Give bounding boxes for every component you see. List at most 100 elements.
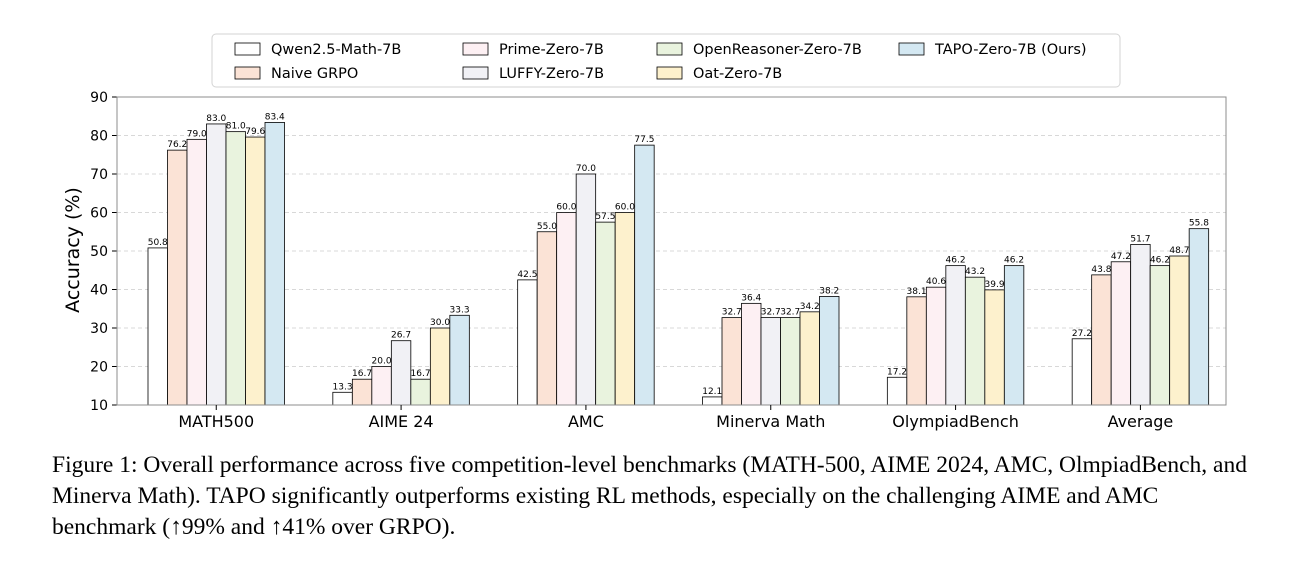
bar: [351, 378, 373, 406]
data-label: 60.0: [556, 203, 576, 213]
bar: [702, 396, 723, 406]
bar: [964, 276, 986, 406]
legend-entry: Naive GRPO: [271, 66, 358, 82]
y-tick-label: 30: [90, 321, 108, 337]
bar: [575, 173, 597, 406]
bar: [556, 212, 577, 406]
bar: [886, 376, 908, 406]
data-label: 55.0: [537, 222, 557, 232]
data-label: 60.0: [615, 203, 635, 213]
bar: [1149, 265, 1171, 406]
legend-entry: Prime-Zero-7B: [499, 42, 604, 58]
bar: [186, 138, 207, 406]
bars: [147, 122, 1210, 406]
bar-chart: 10 20 30 40 50 60 70 80 90 MATH500 AIME 24 AMC Miner…: [62, 33, 1227, 431]
bar: [634, 144, 655, 406]
data-label: 12.1: [702, 387, 722, 397]
bar: [390, 340, 412, 406]
bar: [429, 327, 451, 406]
y-tick-label: 20: [90, 360, 108, 376]
legend-swatch: [656, 42, 683, 56]
bar: [536, 231, 558, 406]
bar: [595, 221, 616, 406]
bar: [410, 378, 431, 406]
data-label: 42.5: [517, 270, 537, 280]
bar: [799, 311, 820, 406]
legend-entry: Qwen2.5-Math-7B: [271, 42, 401, 58]
data-label: 16.7: [352, 369, 372, 379]
data-label: 43.8: [1091, 265, 1111, 275]
data-label: 32.7: [780, 308, 800, 318]
legend-swatch: [656, 66, 683, 80]
data-label: 77.5: [634, 135, 654, 145]
x-tick-label: MATH500: [178, 412, 254, 431]
legend-swatch: [462, 42, 489, 56]
legend-entry: LUFFY-Zero-7B: [499, 66, 604, 82]
bar: [147, 247, 168, 406]
y-tick-label: 80: [90, 129, 108, 145]
data-label: 36.4: [741, 293, 761, 303]
data-label: 16.7: [411, 369, 431, 379]
bar: [264, 122, 285, 406]
legend-swatch: [234, 66, 261, 80]
data-label: 83.0: [206, 114, 226, 124]
data-label: 47.2: [1111, 252, 1131, 262]
legend-swatch: [462, 66, 489, 80]
data-label: 13.3: [333, 382, 353, 392]
bar: [721, 317, 742, 406]
bar: [1003, 265, 1025, 406]
data-label: 83.4: [265, 112, 285, 122]
data-label: 46.2: [1004, 256, 1024, 266]
data-label: 34.2: [800, 302, 820, 312]
y-tick-label: 50: [90, 244, 108, 260]
legend-box: [211, 33, 1121, 88]
plot-frame: [116, 96, 1227, 406]
legend-entry: TAPO-Zero-7B (Ours): [934, 42, 1087, 58]
data-label: 55.8: [1189, 219, 1209, 229]
y-tick-label: 10: [90, 398, 108, 414]
data-label: 50.8: [148, 238, 168, 248]
bar: [925, 286, 947, 406]
bar: [371, 366, 392, 406]
legend-entry: Oat-Zero-7B: [693, 66, 782, 82]
bar: [984, 289, 1005, 406]
data-label: 32.7: [761, 308, 781, 318]
legend-swatch: [234, 42, 261, 56]
y-tick-label: 90: [90, 90, 108, 106]
data-label: 76.2: [167, 140, 187, 150]
bar: [1130, 244, 1151, 406]
bar: [741, 302, 762, 406]
data-label: 30.0: [430, 318, 450, 328]
data-label: 51.7: [1130, 234, 1150, 244]
data-label: 57.5: [595, 212, 615, 222]
y-axis-label: Accuracy (%): [62, 187, 84, 313]
data-label: 79.6: [245, 127, 265, 137]
data-label: 48.7: [1169, 246, 1189, 256]
data-label: 38.2: [819, 286, 839, 296]
bar: [225, 131, 246, 406]
legend-swatch: [898, 42, 925, 56]
legend-entry: OpenReasoner-Zero-7B: [693, 42, 862, 58]
bar: [1110, 261, 1132, 406]
bar: [945, 265, 966, 406]
y-tick-label: 40: [90, 283, 108, 299]
data-label: 46.2: [1150, 256, 1170, 266]
legend: Qwen2.5-Math-7B Naive GRPO Prime-Zero-7B LU…: [211, 33, 1121, 88]
figure-caption: Figure 1: Overall performance across fiv…: [52, 452, 1247, 540]
data-label: 32.7: [722, 308, 742, 318]
data-label: 27.2: [1072, 329, 1092, 339]
bar: [449, 314, 470, 406]
data-label: 17.2: [887, 367, 907, 377]
x-tick-label: Average: [1108, 412, 1174, 431]
bar: [1188, 228, 1210, 406]
data-labels: 50.876.279.083.081.079.683.413.316.720.0…: [148, 112, 1209, 397]
y-tick-label: 60: [90, 206, 108, 222]
bar: [819, 296, 840, 406]
data-label: 70.0: [576, 164, 596, 174]
data-label: 38.1: [907, 287, 927, 297]
x-tick-label: OlympiadBench: [892, 412, 1019, 431]
bar: [245, 136, 266, 406]
data-label: 43.2: [965, 267, 985, 277]
gridlines: [117, 96, 1226, 367]
x-tick-label: Minerva Math: [716, 412, 825, 431]
